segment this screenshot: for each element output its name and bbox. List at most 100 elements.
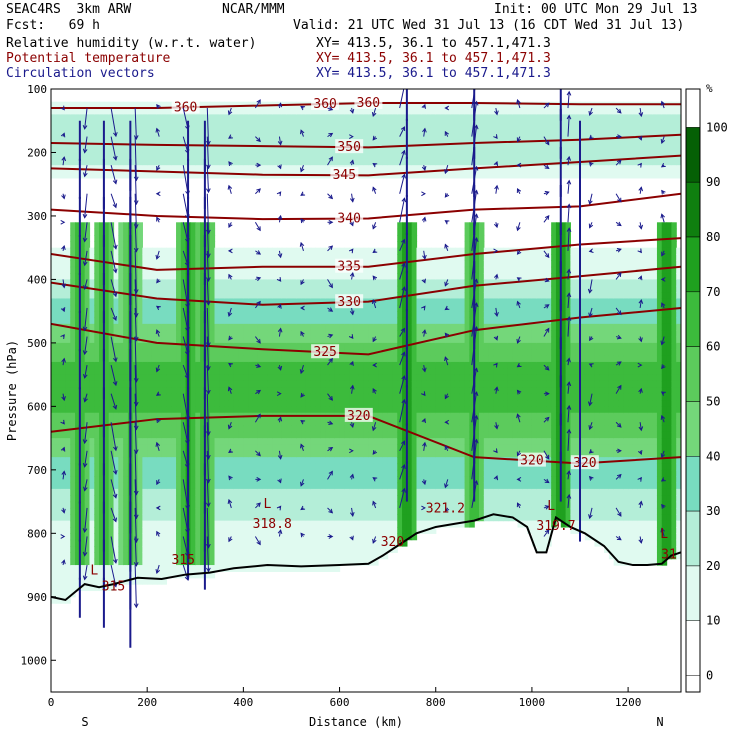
rh-cell (387, 349, 394, 357)
rh-cell (214, 400, 220, 407)
rh-cell (99, 520, 105, 528)
rh-cell (382, 114, 389, 122)
rh-cell (277, 292, 283, 300)
rh-cell (238, 387, 244, 395)
rh-cell (257, 558, 264, 566)
rh-cell (291, 419, 297, 427)
rh-cell (392, 330, 398, 338)
rh-cell (411, 114, 418, 122)
rh-cell (368, 133, 374, 141)
rh-cell (277, 279, 283, 287)
rh-cell (368, 374, 374, 382)
rh-cell (286, 304, 293, 312)
rh-cell (118, 482, 124, 490)
rh-cell (248, 114, 254, 122)
rh-cell (353, 127, 360, 135)
rh-cell (190, 495, 196, 503)
rh-cell (147, 552, 153, 560)
rh-cell (334, 501, 341, 509)
rh-cell (267, 304, 273, 312)
rh-cell (65, 457, 71, 465)
rh-cell (358, 438, 365, 446)
rh-cell (243, 476, 249, 484)
rh-cell (382, 368, 389, 376)
rh-cell (320, 393, 326, 401)
rh-cell (387, 380, 394, 388)
rh-cell (108, 317, 115, 325)
rh-cell (103, 539, 110, 547)
rh-cell (358, 514, 365, 522)
rh-cell (281, 444, 288, 452)
rh-cell (137, 254, 143, 261)
rh-cell (176, 254, 182, 261)
rh-cell (363, 539, 370, 547)
rh-cell (406, 311, 413, 319)
rh-cell (286, 488, 293, 496)
rh-cell (195, 406, 201, 414)
rh-cell (334, 533, 341, 541)
rh-cell (334, 514, 341, 522)
rh-cell (305, 457, 312, 465)
rh-cell (171, 247, 177, 255)
rh-cell (334, 247, 341, 255)
rh-cell (103, 127, 110, 135)
rh-cell (176, 139, 182, 147)
rh-cell (267, 463, 273, 471)
rh-cell (113, 501, 119, 509)
rh-cell (325, 520, 331, 528)
rh-cell (378, 374, 384, 382)
rh-cell (310, 539, 317, 547)
rh-cell (368, 266, 374, 274)
rh-cell (281, 279, 288, 287)
rh-cell (397, 463, 403, 471)
rh-cell (171, 158, 177, 166)
rh-cell (55, 584, 62, 592)
rh-cell (344, 342, 350, 350)
rh-cell (358, 463, 365, 471)
rh-cell (123, 171, 129, 179)
rh-cell (281, 133, 288, 141)
rh-cell (339, 285, 345, 293)
rh-cell (252, 285, 259, 293)
rh-cell (108, 380, 115, 388)
rh-cell (156, 380, 163, 388)
rh-cell (219, 108, 225, 115)
rh-cell (84, 444, 91, 452)
rh-cell (339, 330, 345, 338)
rh-cell (60, 285, 67, 293)
rh-cell (267, 120, 273, 128)
rh-cell (267, 254, 273, 261)
rh-cell (243, 526, 249, 534)
rh-cell (363, 514, 370, 522)
rh-cell (113, 526, 119, 534)
rh-cell (286, 336, 293, 344)
rh-cell (103, 584, 110, 592)
rh-cell (214, 507, 220, 515)
rh-cell (358, 342, 365, 350)
rh-cell (378, 317, 384, 325)
rh-cell (406, 317, 413, 325)
rh-cell (166, 317, 172, 325)
rh-cell (70, 374, 76, 382)
rh-cell (272, 120, 278, 128)
rh-cell (113, 425, 119, 433)
rh-cell (94, 412, 100, 420)
rh-cell (94, 298, 100, 306)
rh-cell (301, 501, 307, 509)
rh-cell (286, 546, 293, 553)
rh-cell (382, 361, 389, 369)
rh-cell (310, 450, 317, 458)
rh-cell (200, 444, 206, 452)
rh-cell (267, 457, 273, 465)
rh-cell (118, 406, 124, 414)
rh-cell (55, 419, 62, 427)
rh-cell (209, 101, 216, 109)
rh-cell (118, 552, 124, 560)
rh-cell (224, 127, 230, 135)
rh-cell (281, 400, 288, 407)
rh-cell (156, 526, 163, 534)
rh-cell (277, 406, 283, 414)
rh-cell (363, 152, 370, 160)
rh-cell (180, 292, 187, 300)
rh-cell (99, 507, 105, 515)
